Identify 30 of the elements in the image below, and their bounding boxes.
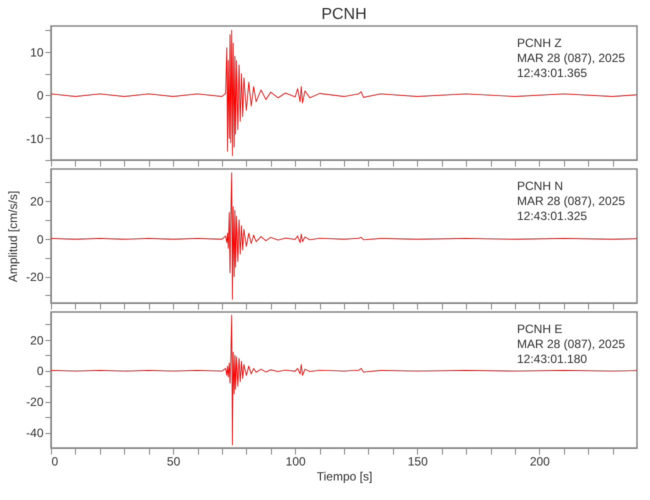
annotation: PCNH N xyxy=(517,179,564,193)
chart-title: PCNH xyxy=(321,6,367,23)
line-series xyxy=(51,30,637,156)
y-tick-label: 0 xyxy=(36,88,44,103)
annotation: 12:43:01.325 xyxy=(517,209,588,223)
y-tick-label: -20 xyxy=(26,395,44,410)
x-tick-label: 150 xyxy=(408,454,428,468)
annotation: PCNH Z xyxy=(517,36,562,50)
y-tick-label: -20 xyxy=(26,270,44,284)
y-tick-label: 20 xyxy=(30,194,44,209)
line-series xyxy=(51,314,637,446)
y-tick-label: 10 xyxy=(30,45,44,60)
x-tick-label: 200 xyxy=(530,454,550,468)
x-tick-label: 0 xyxy=(52,454,58,468)
y-tick-label: -40 xyxy=(26,426,44,440)
annotation: MAR 28 (087), 2025 xyxy=(517,51,626,65)
y-tick-label: -10 xyxy=(26,132,44,146)
line-series xyxy=(51,172,637,300)
x-tick-label: 100 xyxy=(286,454,306,468)
annotation: PCNH E xyxy=(517,322,562,336)
x-tick-label: 50 xyxy=(166,454,181,468)
annotation: MAR 28 (087), 2025 xyxy=(517,337,626,351)
annotation: 12:43:01.180 xyxy=(517,352,588,366)
y-tick-label: 20 xyxy=(30,333,44,348)
annotation: 12:43:01.365 xyxy=(517,66,588,80)
y-axis-title: Amplitud [cm/s/s] xyxy=(6,190,20,282)
y-tick-label: 0 xyxy=(36,232,44,246)
x-axis-title: Tiempo [s] xyxy=(316,470,372,484)
y-tick-label: 0 xyxy=(36,364,44,378)
annotation: MAR 28 (087), 2025 xyxy=(517,194,626,208)
